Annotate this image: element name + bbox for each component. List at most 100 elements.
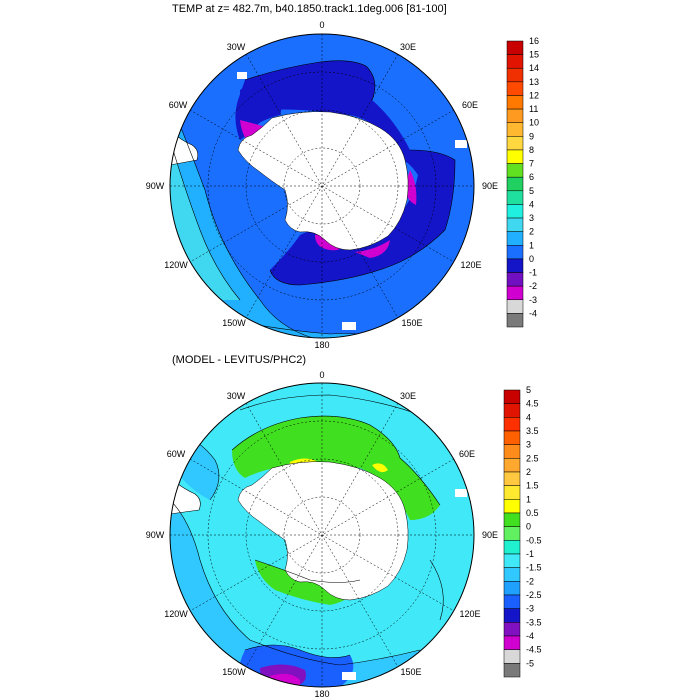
colorbar-swatch [503, 471, 521, 486]
colorbar-swatch [503, 444, 521, 459]
map-border [169, 382, 475, 688]
colorbar-label: 5 [529, 186, 534, 196]
colorbar-label: 3.5 [526, 426, 539, 436]
colorbar-label: -0.5 [526, 535, 542, 545]
colorbar-swatch [503, 649, 521, 664]
colorbar-swatch [506, 67, 524, 83]
colorbar-label: 6 [529, 172, 534, 182]
colorbar-swatch [503, 458, 521, 473]
panel-2-title: (MODEL - LEVITUS/PHC2) [172, 354, 307, 366]
colorbar-label: -3 [529, 295, 537, 305]
panel-2-colorbar: 5 4.5 4 3.5 3 2.5 2 1.5 1 0.5 0 -0.5 -1 -1.5 -2 -2.5 -3 -… [503, 385, 542, 678]
colorbar-label: 1 [529, 240, 534, 250]
colorbar-swatch [503, 540, 521, 555]
colorbar-label: 8 [529, 145, 534, 155]
colorbar-swatch [506, 176, 524, 192]
colorbar-label: -1.5 [526, 563, 542, 573]
lon-label-60w: 60W [169, 100, 188, 110]
colorbar-label: 7 [529, 159, 534, 169]
colorbar-label: 4 [529, 199, 534, 209]
colorbar-label: -4 [529, 308, 537, 318]
colorbar-label: -5 [526, 658, 534, 668]
lon-label-120e: 120E [459, 609, 480, 619]
island [342, 672, 356, 680]
anomaly-yellow-patch [372, 463, 388, 473]
colorbar-swatch [503, 389, 521, 404]
contour-lines [170, 394, 444, 666]
anomaly-band-south [170, 500, 474, 687]
colorbar-label: 14 [529, 63, 539, 73]
lon-label-180: 180 [314, 340, 329, 350]
lon-label-30w: 30W [227, 391, 246, 401]
colorbar-swatch [506, 108, 524, 123]
colorbar-swatch [506, 122, 524, 137]
colorbar-label: 1 [526, 494, 531, 504]
colorbar-label: -3.5 [526, 617, 542, 627]
lon-label-90w: 90W [146, 181, 165, 191]
lon-label-0: 0 [319, 370, 324, 380]
panel-1-title: TEMP at z= 482.7m, b40.1850.track1.1deg.… [172, 3, 447, 15]
lon-label-150w: 150W [222, 667, 246, 677]
colorbar-swatch [506, 40, 524, 55]
colorbar-swatch [503, 403, 521, 418]
colorbar-swatch [506, 54, 524, 69]
colorbar-swatch [503, 622, 521, 637]
colorbar-swatch [503, 594, 521, 609]
colorbar-label: 12 [529, 90, 539, 100]
colorbar-swatch [503, 581, 521, 596]
shelf-water-band [235, 60, 455, 285]
island [455, 140, 467, 148]
lon-label-90e: 90E [482, 181, 498, 191]
colorbar-label: 2.5 [526, 453, 539, 463]
lon-label-90e: 90E [482, 530, 498, 540]
colorbar-swatch [506, 245, 524, 260]
colorbar-label: 16 [529, 36, 539, 46]
anomaly-green-north [232, 416, 440, 520]
lon-label-150e: 150E [401, 318, 422, 328]
graticule [170, 34, 474, 338]
colorbar-label: -4 [526, 631, 534, 641]
colorbar-swatch [506, 190, 524, 205]
lon-label-60e: 60E [459, 449, 475, 459]
colorbar-swatch [506, 163, 524, 178]
island [237, 72, 247, 79]
colorbar-label: 4.5 [526, 399, 539, 409]
lon-label-120w: 120W [164, 260, 188, 270]
lon-label-150e: 150E [400, 667, 421, 677]
colorbar-swatch [503, 499, 521, 514]
cold-patch-southeast [355, 240, 390, 258]
colorbar-swatch [506, 285, 524, 301]
colorbar-swatch [506, 272, 524, 287]
colorbar-label: 0 [526, 522, 531, 532]
colorbar-swatch [506, 81, 524, 96]
panel-1-map: 0 30E 60E 90E 120E 150E 180 150W 120W 90… [146, 20, 498, 350]
island [455, 489, 467, 497]
colorbar-swatch [506, 95, 524, 110]
colorbar-label: -1 [529, 268, 537, 278]
colorbar-label: 4 [526, 412, 531, 422]
colorbar-swatch [503, 567, 521, 582]
colorbar-swatch [506, 299, 524, 314]
colorbar-label: -2.5 [526, 590, 542, 600]
colorbar-swatch [503, 485, 521, 500]
colorbar-swatch [503, 430, 521, 445]
weddell-cold-band [240, 75, 282, 130]
colorbar-label: 3 [529, 213, 534, 223]
colorbar-label: -4.5 [526, 645, 542, 655]
colorbar-label: 15 [529, 50, 539, 60]
colorbar-label: 9 [529, 131, 534, 141]
lon-label-180: 180 [314, 689, 329, 699]
colorbar-swatch [503, 635, 521, 650]
antarctica-land [237, 461, 409, 601]
colorbar-label: 10 [529, 118, 539, 128]
map-border [169, 33, 475, 339]
colorbar-label: 2 [529, 227, 534, 237]
lon-label-90w: 90W [146, 530, 165, 540]
lon-label-120e: 120E [460, 260, 481, 270]
colorbar-label: 5 [526, 385, 531, 395]
colorbar-label: 1.5 [526, 481, 539, 491]
lon-label-150w: 150W [222, 318, 246, 328]
colorbar-label: 13 [529, 77, 539, 87]
colorbar-label: -2 [529, 281, 537, 291]
